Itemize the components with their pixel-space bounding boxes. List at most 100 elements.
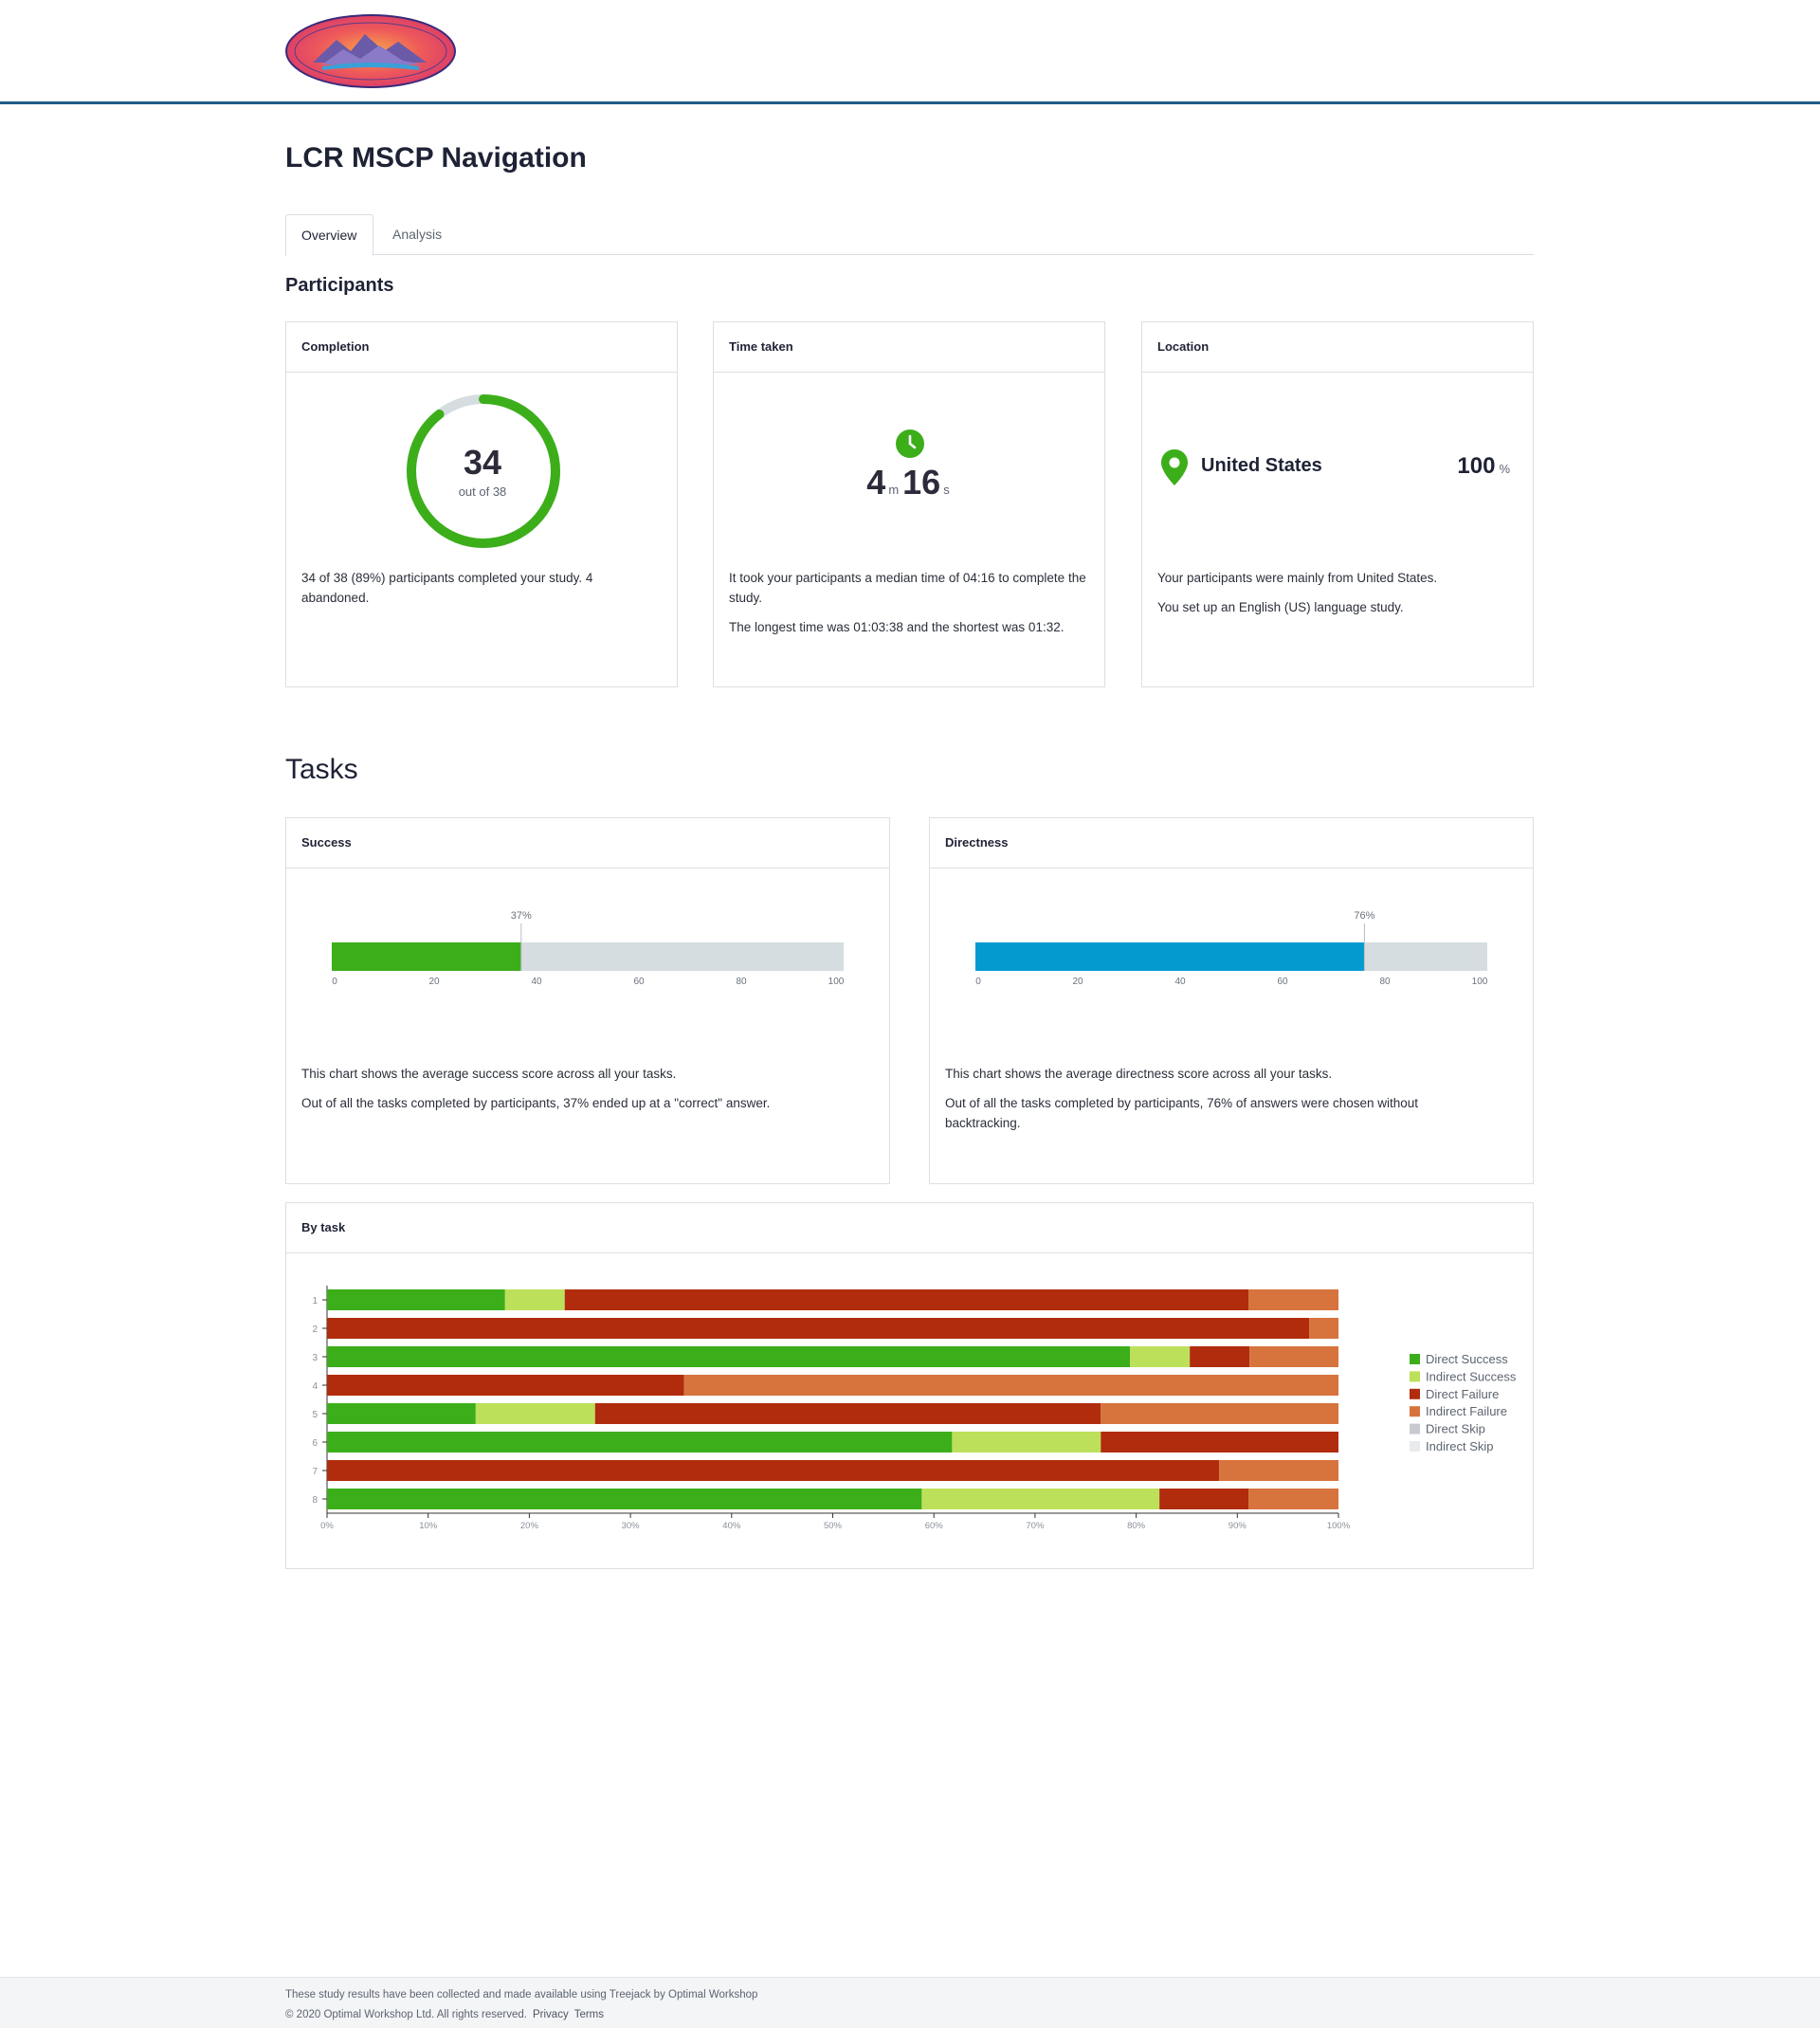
legend-label[interactable]: Indirect Success [1426, 1369, 1517, 1383]
success-text-2: Out of all the tasks completed by partic… [301, 1096, 771, 1110]
bar-segment [921, 1489, 1160, 1509]
legend-swatch [1410, 1354, 1420, 1364]
location-percent-unit: % [1499, 462, 1510, 476]
completion-value: 34 [463, 443, 502, 482]
x-tick-label: 40% [722, 1521, 741, 1531]
x-tick-label: 50% [824, 1521, 843, 1531]
bar-segment [1130, 1346, 1191, 1367]
time-card-header: Time taken [714, 322, 1104, 373]
success-text-1: This chart shows the average success sco… [301, 1067, 677, 1081]
location-text-2: You set up an English (US) language stud… [1157, 600, 1404, 614]
success-gauge-tick-label: 20 [428, 977, 440, 987]
legend-label[interactable]: Direct Skip [1426, 1422, 1485, 1436]
category-label: 7 [312, 1467, 318, 1477]
directness-gauge-tick-label: 20 [1072, 977, 1083, 987]
bar-segment [564, 1289, 1249, 1310]
bar-segment [1248, 1489, 1338, 1509]
legend-label[interactable]: Indirect Failure [1426, 1404, 1507, 1418]
category-label: 8 [312, 1495, 318, 1506]
bar-segment [327, 1460, 1220, 1481]
category-label: 5 [312, 1410, 318, 1420]
directness-gauge-fill [975, 942, 1365, 971]
by-task-card-header: By task [286, 1203, 1533, 1253]
completion-card-header: Completion [286, 322, 677, 373]
bar-segment [1309, 1318, 1338, 1339]
footer-terms-link[interactable]: Terms [573, 2009, 605, 2020]
legend-swatch [1410, 1406, 1420, 1417]
x-tick-label: 0% [320, 1521, 334, 1531]
success-gauge-tick-label: 80 [736, 977, 747, 987]
legend-swatch [1410, 1388, 1420, 1399]
footer-copyright-line: © 2020 Optimal Workshop Ltd. All rights … [285, 2009, 604, 2020]
footer-privacy-link[interactable]: Privacy [533, 2009, 569, 2020]
bar-segment [683, 1375, 1338, 1396]
completion-text: 34 of 38 (89%) participants completed yo… [301, 571, 593, 605]
time-seconds-unit: s [943, 483, 950, 497]
time-text-2: The longest time was 01:03:38 and the sh… [729, 620, 1065, 634]
lcr-mscp-logo-icon[interactable] [284, 13, 457, 89]
x-tick-label: 90% [1228, 1521, 1247, 1531]
directness-card-header: Directness [930, 818, 1533, 868]
directness-gauge-chart: 76% 0 20 40 60 80 100 [975, 910, 1488, 987]
location-card: Location United States 100% Your partici… [1141, 321, 1534, 687]
success-card-header: Success [286, 818, 889, 868]
x-tick-label: 100% [1327, 1521, 1351, 1531]
bar-segment [327, 1432, 953, 1452]
category-label: 6 [312, 1438, 318, 1449]
success-gauge-chart: 37% 0 20 40 60 80 100 [332, 910, 845, 987]
participants-title: Participants [285, 275, 394, 296]
directness-text-1: This chart shows the average directness … [945, 1067, 1333, 1081]
directness-card: Directness 76% 0 20 40 60 80 100 This chart sh… [929, 817, 1534, 1184]
location-percent: 100% [1457, 453, 1510, 480]
bar-segment [327, 1403, 476, 1424]
location-card-header: Location [1142, 322, 1533, 373]
bar-segment [327, 1289, 505, 1310]
location-country: United States [1201, 455, 1322, 476]
completion-card: Completion 34 out of 38 34 of 38 (89%) p… [285, 321, 678, 687]
bar-segment [1101, 1403, 1338, 1424]
category-label: 3 [312, 1353, 318, 1363]
time-text-1: It took your participants a median time … [729, 571, 1086, 605]
bar-segment [504, 1289, 565, 1310]
completion-ring [407, 394, 560, 548]
success-gauge-tick-label: 0 [332, 977, 337, 987]
directness-gauge-tick-label: 80 [1379, 977, 1391, 987]
tab-analysis[interactable]: Analysis [392, 227, 443, 242]
legend-label[interactable]: Indirect Skip [1426, 1439, 1494, 1453]
directness-gauge-tick-label: 100 [1472, 977, 1488, 987]
completion-ring-arc [407, 394, 560, 548]
bar-segment [475, 1403, 595, 1424]
bar-segment [327, 1375, 684, 1396]
page-title: LCR MSCP Navigation [285, 142, 587, 174]
x-tick-label: 60% [925, 1521, 944, 1531]
footer: These study results have been collected … [0, 1977, 1820, 2028]
bar-segment [1249, 1346, 1338, 1367]
bar-segment [1190, 1346, 1250, 1367]
location-percent-value: 100 [1457, 453, 1496, 479]
location-pin-icon [1161, 449, 1188, 485]
success-gauge-value-label: 37% [511, 910, 532, 922]
bar-segment [327, 1346, 1131, 1367]
directness-gauge-tick-label: 40 [1174, 977, 1186, 987]
legend-swatch [1410, 1371, 1420, 1382]
x-tick-label: 10% [419, 1521, 438, 1531]
success-gauge-tick-label: 40 [531, 977, 542, 987]
bar-segment [327, 1318, 1310, 1339]
directness-gauge-tick-label: 60 [1277, 977, 1288, 987]
directness-text-2: Out of all the tasks completed by partic… [945, 1096, 1419, 1130]
category-label: 1 [312, 1296, 318, 1306]
bar-segment [594, 1403, 1101, 1424]
time-value: 4 m 16 s [714, 463, 1106, 502]
x-tick-label: 30% [622, 1521, 641, 1531]
legend-label[interactable]: Direct Success [1426, 1352, 1508, 1366]
x-tick-label: 80% [1127, 1521, 1146, 1531]
bar-segment [1248, 1289, 1338, 1310]
legend-swatch [1410, 1441, 1420, 1452]
tab-bar: Overview Analysis [285, 214, 1534, 256]
success-gauge-fill [332, 942, 521, 971]
time-card: Time taken 4 m 16 s It took your participan… [713, 321, 1105, 687]
tab-overview[interactable]: Overview [285, 214, 373, 256]
legend-label[interactable]: Direct Failure [1426, 1387, 1499, 1401]
footer-copyright: © 2020 Optimal Workshop Ltd. All rights … [285, 2009, 527, 2020]
